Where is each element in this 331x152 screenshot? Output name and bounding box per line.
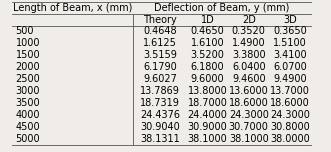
Text: 6.0400: 6.0400 — [232, 62, 265, 72]
Text: 6.1800: 6.1800 — [191, 62, 224, 72]
Text: 24.3000: 24.3000 — [270, 110, 310, 120]
Text: 4000: 4000 — [16, 110, 40, 120]
Text: 9.4900: 9.4900 — [273, 74, 307, 84]
Text: 0.3520: 0.3520 — [232, 26, 266, 36]
Text: 18.7000: 18.7000 — [188, 98, 227, 108]
Text: 6.0700: 6.0700 — [273, 62, 307, 72]
Text: Deflection of Beam, y (mm): Deflection of Beam, y (mm) — [154, 3, 289, 13]
Text: 13.6000: 13.6000 — [229, 86, 268, 96]
Text: 9.6000: 9.6000 — [191, 74, 224, 84]
Text: 2D: 2D — [242, 15, 256, 25]
Text: 2000: 2000 — [16, 62, 40, 72]
Text: 18.7319: 18.7319 — [140, 98, 180, 108]
Text: 18.6000: 18.6000 — [270, 98, 310, 108]
Text: 13.7869: 13.7869 — [140, 86, 180, 96]
Text: 1.5100: 1.5100 — [273, 38, 307, 48]
Text: 30.7000: 30.7000 — [229, 122, 269, 132]
Text: 30.9040: 30.9040 — [140, 122, 180, 132]
Text: 38.1000: 38.1000 — [229, 134, 268, 144]
Text: 5000: 5000 — [16, 134, 40, 144]
Text: 9.4600: 9.4600 — [232, 74, 265, 84]
Text: 2500: 2500 — [16, 74, 40, 84]
Text: 500: 500 — [16, 26, 34, 36]
Text: 1.6125: 1.6125 — [143, 38, 177, 48]
Text: 3.4100: 3.4100 — [273, 50, 307, 60]
Text: 38.1311: 38.1311 — [140, 134, 180, 144]
Text: 0.4648: 0.4648 — [143, 26, 177, 36]
Text: 24.4376: 24.4376 — [140, 110, 180, 120]
Text: 1500: 1500 — [16, 50, 40, 60]
Text: 38.0000: 38.0000 — [270, 134, 310, 144]
Text: 3000: 3000 — [16, 86, 40, 96]
Text: 3500: 3500 — [16, 98, 40, 108]
Text: 1000: 1000 — [16, 38, 40, 48]
Text: 0.3650: 0.3650 — [273, 26, 307, 36]
Text: 18.6000: 18.6000 — [229, 98, 268, 108]
Text: 1D: 1D — [201, 15, 214, 25]
Text: Length of Beam, x (mm): Length of Beam, x (mm) — [13, 3, 132, 13]
Text: 4500: 4500 — [16, 122, 40, 132]
Text: 3D: 3D — [283, 15, 297, 25]
Text: 3.5200: 3.5200 — [191, 50, 224, 60]
Text: 30.9000: 30.9000 — [188, 122, 227, 132]
Text: 38.1000: 38.1000 — [188, 134, 227, 144]
Text: 0.4650: 0.4650 — [191, 26, 224, 36]
Text: 9.6027: 9.6027 — [143, 74, 177, 84]
Text: 24.3000: 24.3000 — [229, 110, 269, 120]
Text: 1.6100: 1.6100 — [191, 38, 224, 48]
Text: 3.5159: 3.5159 — [143, 50, 177, 60]
Text: 13.7000: 13.7000 — [270, 86, 310, 96]
Text: 1.4900: 1.4900 — [232, 38, 265, 48]
Text: 3.3800: 3.3800 — [232, 50, 265, 60]
Text: Theory: Theory — [143, 15, 177, 25]
Text: 6.1790: 6.1790 — [143, 62, 177, 72]
Text: 30.8000: 30.8000 — [270, 122, 310, 132]
Text: 13.8000: 13.8000 — [188, 86, 227, 96]
Text: 24.4000: 24.4000 — [188, 110, 227, 120]
